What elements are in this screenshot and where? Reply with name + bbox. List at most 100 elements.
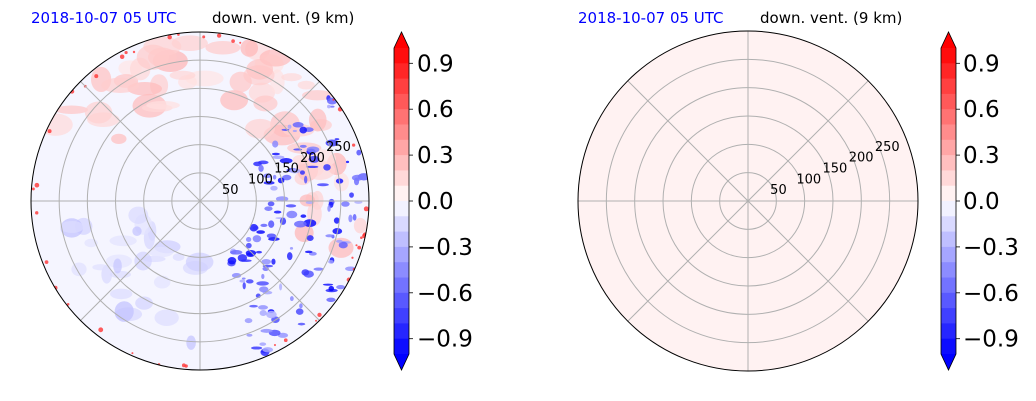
field-patch — [315, 319, 318, 322]
field-patch — [249, 223, 259, 232]
field-patch — [277, 332, 289, 338]
field-patch — [242, 282, 246, 290]
field-patch — [154, 309, 179, 326]
field-patch — [205, 40, 241, 55]
panel-right-grid — [577, 30, 919, 372]
panel-left-colorbar-labels: 0.9 0.6 0.3 0.0 −0.3 −0.6 −0.9 — [417, 51, 473, 352]
polar-panel-right: 2018-10-07 05 UTC down. vent. (9 km) 50 … — [577, 9, 1019, 372]
field-patch — [338, 241, 348, 249]
colorbar-segment — [394, 292, 409, 309]
colorbar-segment — [941, 308, 956, 324]
colorbar-segment — [941, 93, 956, 110]
field-patch — [251, 346, 263, 350]
field-patch — [317, 183, 329, 187]
field-patch — [240, 39, 259, 57]
colorbar-segment — [941, 292, 956, 309]
colorbar-tick-label: 0.9 — [417, 51, 454, 77]
field-patch — [297, 322, 306, 326]
field-patch — [132, 50, 136, 54]
radial-tick-label: 150 — [823, 161, 848, 176]
field-patch — [230, 250, 243, 255]
field-patch — [332, 98, 335, 101]
radial-tick-label: 100 — [248, 172, 273, 187]
field-patch — [181, 363, 186, 368]
field-patch — [266, 233, 277, 239]
field-patch — [334, 138, 340, 141]
field-patch — [44, 260, 49, 264]
field-patch — [306, 146, 320, 153]
field-patch — [259, 342, 267, 346]
colorbar-segment — [394, 124, 409, 141]
field-patch — [286, 210, 298, 219]
field-patch — [38, 113, 73, 136]
colorbar-segment — [941, 63, 956, 80]
colorbar-tick-label: −0.9 — [417, 327, 473, 353]
colorbar-segment — [394, 170, 409, 187]
field-patch — [308, 155, 320, 163]
radial-tick-label: 200 — [300, 151, 325, 166]
field-patch — [239, 279, 246, 283]
field-patch — [329, 105, 335, 108]
field-patch — [273, 343, 277, 347]
colorbar-tick-label: 0.9 — [963, 51, 1000, 77]
field-patch — [286, 252, 293, 261]
field-patch — [281, 73, 302, 82]
colorbar-extend-bottom — [941, 354, 956, 370]
field-patch — [292, 154, 309, 165]
field-patch — [306, 165, 319, 169]
field-patch — [299, 126, 308, 134]
polar-frame — [577, 30, 919, 372]
field-patch — [246, 59, 274, 80]
colorbar-extend-top — [941, 32, 956, 48]
field-patch — [249, 304, 258, 308]
field-patch — [279, 158, 293, 164]
colorbar-segment — [941, 124, 956, 141]
field-patch — [220, 90, 249, 111]
field-patch — [304, 175, 308, 184]
field-patch — [285, 204, 297, 208]
field-patch — [148, 246, 174, 258]
colorbar-segment — [941, 338, 956, 355]
field-patch — [279, 283, 283, 291]
field-patch — [299, 303, 303, 309]
field-patch — [299, 170, 305, 175]
field-patch — [128, 206, 149, 224]
colorbar-tick-label: −0.6 — [417, 281, 473, 307]
field-patch — [261, 258, 271, 265]
field-patch — [167, 34, 172, 40]
field-patch — [260, 328, 273, 333]
field-patch — [289, 246, 294, 250]
field-patch — [325, 234, 334, 238]
radial-tick-label: 250 — [875, 140, 900, 155]
field-patch — [349, 192, 354, 198]
field-patch — [134, 251, 152, 271]
field-patch — [245, 279, 254, 284]
field-patch — [317, 312, 322, 318]
field-patch — [153, 275, 171, 289]
colorbar-segment — [394, 262, 409, 278]
field-patch — [231, 39, 235, 43]
field-patch — [259, 310, 267, 317]
field-patch — [348, 214, 353, 223]
colorbar-segment — [394, 78, 409, 95]
field-patch — [216, 33, 222, 38]
field-patch — [109, 270, 132, 279]
colorbar-segment — [394, 323, 409, 340]
colorbar-segment — [394, 93, 409, 110]
field-patch — [169, 70, 196, 80]
panel-left-title-date: 2018-10-07 05 UTC — [31, 9, 177, 27]
field-patch — [328, 285, 335, 292]
field-patch — [84, 101, 113, 124]
field-patch — [271, 155, 285, 159]
field-patch — [352, 213, 357, 221]
radial-tick-label: 50 — [770, 183, 787, 198]
colorbar-segment — [394, 231, 409, 248]
field-patch — [131, 352, 134, 355]
field-patch — [237, 254, 248, 262]
colorbar-segment — [394, 48, 409, 64]
colorbar-extend-top — [394, 32, 409, 48]
field-patch — [60, 220, 84, 234]
field-patch — [146, 100, 180, 110]
field-patch — [231, 273, 242, 278]
field-patch — [253, 161, 262, 167]
